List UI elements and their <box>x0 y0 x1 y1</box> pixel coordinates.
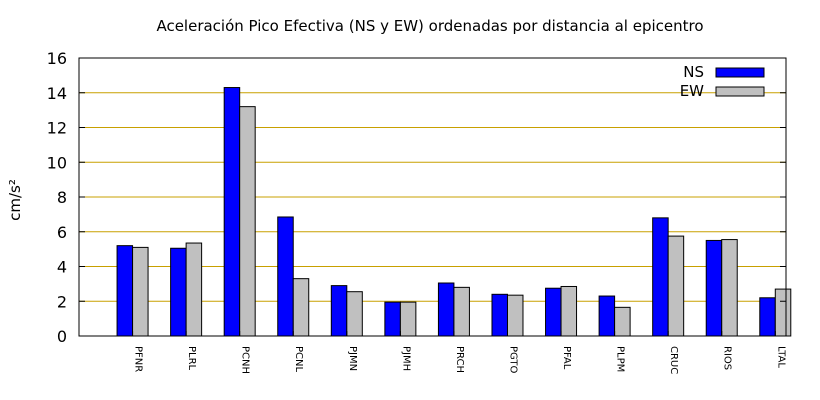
x-tick-label: LTAL <box>775 346 786 368</box>
x-tick-label: PLRL <box>186 346 197 371</box>
x-tick-label: RIOS <box>722 346 733 370</box>
y-tick-label: 2 <box>57 292 67 311</box>
bar-ns <box>759 297 776 337</box>
bar-ew <box>346 291 363 337</box>
bar-ew <box>774 288 792 337</box>
y-tick-label: 0 <box>57 327 67 346</box>
y-tick-label: 6 <box>57 223 67 242</box>
bar-ew <box>614 306 631 337</box>
legend-label-ew: EW <box>680 82 704 100</box>
y-axis-label-text: cm/s² <box>6 179 24 221</box>
bar-ns <box>384 301 401 337</box>
x-tick-label: PLPM <box>615 346 626 372</box>
bar-ew <box>560 285 578 337</box>
y-tick-label: 12 <box>47 119 67 138</box>
bar-ew <box>667 235 685 337</box>
bar-ns <box>652 217 669 337</box>
bar-ns <box>491 293 508 337</box>
bar-ew <box>185 242 203 337</box>
bar-ew <box>292 278 310 337</box>
bar-ew <box>239 106 256 337</box>
x-tick-label: PCNH <box>240 346 251 374</box>
bar-ns <box>705 239 723 337</box>
bar-ns <box>116 245 134 337</box>
x-tick-label: CRUC <box>668 346 679 374</box>
x-tick-label: PJMH <box>400 346 411 371</box>
bar-ns <box>223 87 241 337</box>
bar-ew <box>721 239 738 337</box>
y-tick-label: 14 <box>47 84 67 103</box>
legend-swatch-ns <box>715 67 765 78</box>
bar-ew <box>453 286 470 337</box>
x-ticks: PFNR PLRL PCNH PCNL PJMN PJMH PRCH PGTO PFAL PLPM… <box>132 331 786 374</box>
y-tick-label: 8 <box>57 188 67 207</box>
bar-ew <box>399 301 417 337</box>
bar-ns <box>598 295 616 337</box>
x-tick-label: PCNL <box>293 346 304 372</box>
legend-label-ns: NS <box>683 63 704 81</box>
bar-ns <box>277 216 294 337</box>
bar-ns <box>545 287 562 337</box>
y-ticks: 0 2 4 6 8 10 12 14 16 <box>47 49 786 346</box>
y-tick-label: 4 <box>57 258 67 277</box>
chart-title: Aceleración Pico Efectiva (NS y EW) orde… <box>156 17 703 35</box>
bar-ns <box>330 285 348 337</box>
x-tick-label: PGTO <box>507 346 518 374</box>
x-tick-label: PFAL <box>561 346 572 370</box>
x-tick-label: PFNR <box>133 346 144 372</box>
bar-ns <box>437 282 455 337</box>
bars <box>116 87 792 337</box>
bar-ew <box>132 246 149 337</box>
y-tick-label: 16 <box>47 49 67 68</box>
y-axis-label: cm/s² <box>6 179 24 221</box>
y-tick-label: 10 <box>47 153 67 172</box>
x-tick-label: PRCH <box>454 346 465 373</box>
bar-ns <box>170 247 187 337</box>
legend-swatch-ew <box>715 86 765 97</box>
bar-ew <box>506 294 524 337</box>
x-tick-label: PJMN <box>347 346 358 371</box>
